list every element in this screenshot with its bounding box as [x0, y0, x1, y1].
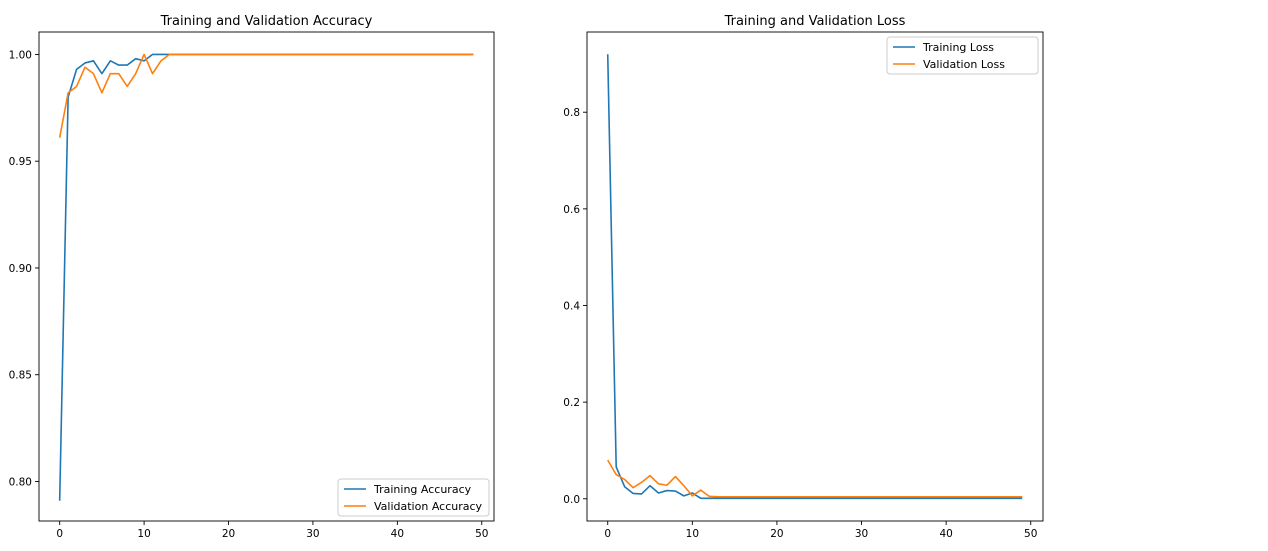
loss-chart: Training and Validation Loss 0 10 20 30 40 50…: [563, 14, 1044, 540]
x-tick-label: 10: [686, 528, 699, 540]
y-tick-label: 0.6: [563, 204, 580, 216]
x-tick-label: 40: [939, 528, 952, 540]
accuracy-chart: Training and Validation Accuracy 0 10 20 30…: [9, 14, 495, 540]
y-tick-label: 1.00: [9, 49, 32, 61]
axes-frame: [586, 31, 1044, 522]
y-tick-label: 0.90: [9, 263, 32, 275]
legend-label: Validation Loss: [923, 58, 1005, 71]
x-tick-label: 50: [475, 528, 488, 540]
legend-label: Training Loss: [922, 41, 994, 54]
y-tick-label: 0.95: [9, 156, 32, 168]
chart-title: Training and Validation Loss: [724, 14, 906, 29]
legend: Training Accuracy Validation Accuracy: [337, 478, 490, 517]
y-tick-label: 0.85: [9, 370, 32, 382]
x-tick-label: 50: [1024, 528, 1037, 540]
series-line-training-loss: [606, 54, 1023, 500]
x-tick-label: 40: [391, 528, 404, 540]
legend: Training Loss Validation Loss: [886, 36, 1039, 75]
x-tick-label: 10: [137, 528, 150, 540]
series-line-validation-accuracy: [58, 53, 474, 138]
x-tick-label: 0: [56, 528, 63, 540]
y-tick-label: 0.0: [563, 494, 580, 506]
x-tick-label: 0: [604, 528, 611, 540]
x-tick-label: 30: [855, 528, 868, 540]
legend-label: Training Accuracy: [373, 483, 472, 496]
legend-box: [337, 478, 490, 517]
x-tick-label: 20: [222, 528, 235, 540]
x-tick-label: 20: [770, 528, 783, 540]
axes-frame: [38, 31, 495, 522]
legend-box: [886, 36, 1039, 75]
series-line-training-accuracy: [58, 53, 474, 501]
legend-label: Validation Accuracy: [374, 500, 483, 513]
y-tick-label: 0.4: [563, 300, 580, 312]
x-tick-label: 30: [306, 528, 319, 540]
series-line-validation-loss: [607, 459, 1023, 498]
y-tick-label: 0.2: [563, 397, 580, 409]
y-tick-label: 0.8: [563, 107, 580, 119]
chart-title: Training and Validation Accuracy: [160, 14, 373, 29]
y-tick-label: 0.80: [9, 476, 32, 488]
